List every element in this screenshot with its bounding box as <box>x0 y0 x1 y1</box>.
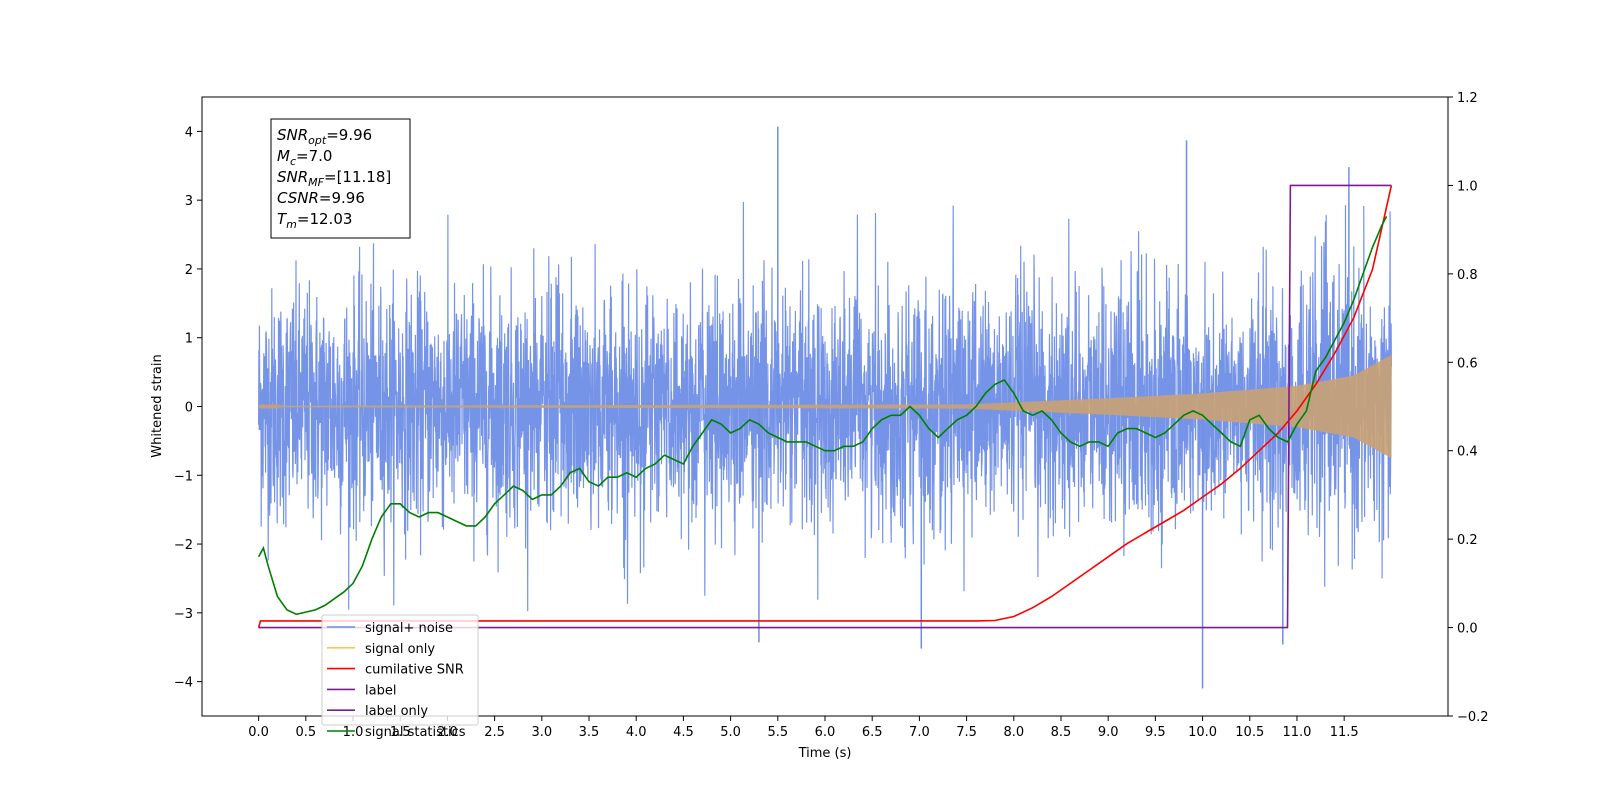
x-tick-label: 4.5 <box>673 725 694 740</box>
y-right-tick-label: 1.2 <box>1457 91 1478 106</box>
x-tick-label: 3.0 <box>531 725 552 740</box>
y-left-tick-label: 2 <box>185 263 193 278</box>
x-axis: 0.0 0.5 1.0 1.5 2.0 2.5 3.0 3.5 4.0 4.5 5.0 5.5 6.0 6… <box>248 716 1359 740</box>
legend-label: cumilative SNR <box>365 663 464 678</box>
series-signal-only-line <box>258 354 1392 458</box>
x-tick-label: 10.5 <box>1235 725 1264 740</box>
legend-label: label only <box>365 704 428 719</box>
y-left-tick-label: 4 <box>185 125 193 140</box>
annotation-line: SNRMF=[11.18] <box>277 168 391 189</box>
annotation-line: Tm=12.03 <box>277 210 352 231</box>
series-signal-statistics-line <box>257 216 1388 616</box>
x-tick-label: 0.0 <box>248 725 269 740</box>
x-tick-label: 9.0 <box>1098 725 1119 740</box>
x-axis-title: Time (s) <box>798 746 852 761</box>
y-right-tick-label: 0.2 <box>1457 533 1478 548</box>
series-cumilative-snr-line <box>257 185 1393 628</box>
x-tick-label: 5.5 <box>767 725 788 740</box>
x-tick-label: 7.0 <box>909 725 930 740</box>
y-left-tick-label: −1 <box>174 469 193 484</box>
x-tick-label: 4.0 <box>626 725 647 740</box>
y-axis-left: 4 3 2 1 0 −1 −2 −3 −4 <box>174 125 202 691</box>
x-tick-label: 1.0 <box>343 725 364 740</box>
y-left-tick-label: 3 <box>185 194 193 209</box>
x-tick-label: 11.5 <box>1330 725 1359 740</box>
annotation-frame <box>270 118 411 239</box>
x-tick-label: 5.0 <box>720 725 741 740</box>
y-left-tick-label: −3 <box>174 607 193 622</box>
y-left-tick-label: −2 <box>174 538 193 553</box>
x-tick-label: 2.0 <box>437 725 458 740</box>
x-tick-label: 0.5 <box>295 725 316 740</box>
annotation-line: SNRopt=9.96 <box>277 126 372 147</box>
legend-frame <box>321 614 479 726</box>
y-left-tick-label: 1 <box>185 332 193 347</box>
legend-label: signal statistics <box>365 725 466 740</box>
y-right-tick-label: 0.4 <box>1457 445 1478 460</box>
y-right-tick-label: 0.8 <box>1457 268 1478 283</box>
x-tick-label: 2.5 <box>484 725 505 740</box>
x-tick-label: 8.0 <box>1003 725 1024 740</box>
x-tick-label: 8.5 <box>1051 725 1072 740</box>
x-tick-label: 6.5 <box>862 725 883 740</box>
legend-label: label <box>365 683 396 698</box>
y-right-tick-label: 0.6 <box>1457 356 1478 371</box>
series-label-line <box>258 184 1392 629</box>
x-tick-label: 9.5 <box>1145 725 1166 740</box>
x-tick-label: 10.0 <box>1188 725 1217 740</box>
y-right-tick-label: 1.0 <box>1457 179 1478 194</box>
y-right-tick-label: −0.2 <box>1457 710 1489 725</box>
legend-label: signal+ noise <box>365 621 453 636</box>
annotation-line: CSNR=9.96 <box>277 189 365 207</box>
x-tick-label: 3.5 <box>579 725 600 740</box>
legend: signal+ noise signal only cumilative SNR la… <box>321 614 479 740</box>
annotation-line: Mc=7.0 <box>277 147 332 168</box>
y-axis-title-left: Whitened strain <box>150 354 165 457</box>
y-right-tick-label: 0.0 <box>1457 622 1478 637</box>
y-left-tick-label: 0 <box>185 401 193 416</box>
x-tick-label: 7.5 <box>956 725 977 740</box>
y-axis-right: 1.2 1.0 0.8 0.6 0.4 0.2 0.0 −0.2 <box>1448 91 1489 725</box>
legend-label: signal only <box>365 642 435 657</box>
x-tick-label: 1.5 <box>390 725 411 740</box>
y-left-tick-label: −4 <box>174 676 193 691</box>
x-tick-label: 6.0 <box>815 725 836 740</box>
x-tick-label: 11.0 <box>1282 725 1311 740</box>
series-layer <box>257 126 1393 689</box>
